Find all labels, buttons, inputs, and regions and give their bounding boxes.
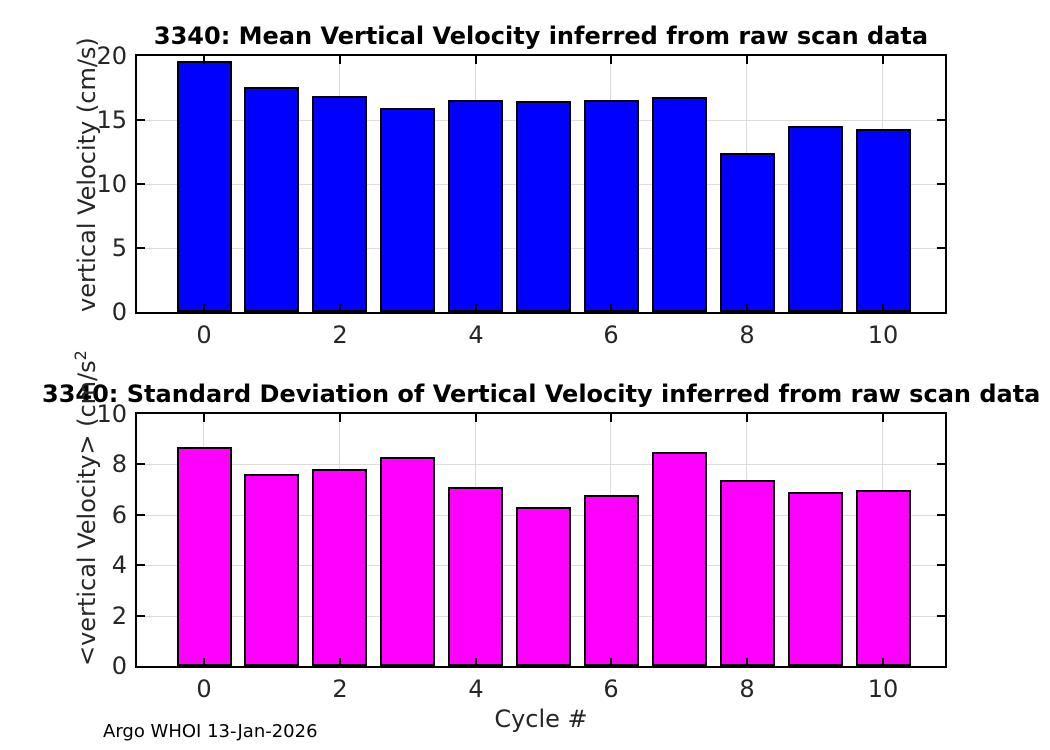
x-tick-mark	[475, 56, 477, 64]
std-vertical-velocity-chart: 3340: Standard Deviation of Vertical Vel…	[42, 350, 1040, 732]
x-tick-label: 2	[332, 321, 348, 349]
y-tick-mark	[937, 615, 945, 617]
x-tick-mark	[610, 56, 612, 64]
x-tick-mark	[339, 658, 341, 666]
x-tick-label: 4	[468, 321, 484, 349]
y-tick-label: 20	[96, 42, 127, 70]
y-tick-label: 6	[111, 501, 127, 529]
x-tick-mark	[746, 56, 748, 64]
x-tick-mark	[882, 304, 884, 312]
bar-cycle-1	[244, 474, 299, 666]
x-tick-mark	[475, 414, 477, 422]
y-tick-mark	[937, 564, 945, 566]
x-tick-mark	[746, 414, 748, 422]
x-tick-label: 6	[603, 321, 619, 349]
bar-cycle-2	[312, 469, 367, 666]
mean-vertical-velocity-chart: 3340: Mean Vertical Velocity inferred fr…	[73, 22, 947, 348]
plot-area	[137, 56, 945, 312]
bar-cycle-2	[312, 96, 367, 312]
bar-cycle-1	[244, 87, 299, 312]
x-tick-mark	[339, 414, 341, 422]
x-tick-label: 4	[468, 675, 484, 703]
x-tick-mark	[610, 304, 612, 312]
y-tick-mark	[137, 514, 145, 516]
x-tick-mark	[203, 414, 205, 422]
y-tick-mark	[937, 183, 945, 185]
x-tick-mark	[882, 414, 884, 422]
gridline-horizontal	[137, 464, 945, 465]
bar-cycle-6	[584, 495, 639, 666]
bar-cycle-6	[584, 100, 639, 312]
bar-cycle-7	[652, 452, 707, 666]
watermark-text: Argo WHOI 13-Jan-2026	[103, 721, 318, 742]
bar-cycle-9	[788, 126, 843, 312]
bar-cycle-3	[380, 457, 435, 666]
y-tick-mark	[137, 183, 145, 185]
plot-area	[137, 414, 945, 666]
x-tick-label: 8	[739, 321, 755, 349]
x-tick-label: 10	[867, 675, 899, 703]
y-tick-label: 4	[111, 551, 127, 579]
x-tick-mark	[203, 56, 205, 64]
y-tick-mark	[937, 463, 945, 465]
bar-cycle-8	[720, 153, 775, 312]
x-tick-mark	[610, 414, 612, 422]
y-tick-mark	[937, 119, 945, 121]
x-tick-mark	[882, 658, 884, 666]
bar-cycle-9	[788, 492, 843, 666]
x-tick-mark	[746, 304, 748, 312]
y-tick-mark	[937, 514, 945, 516]
y-tick-label: 5	[111, 234, 127, 262]
y-tick-label: 8	[111, 450, 127, 478]
bar-cycle-5	[516, 507, 571, 666]
y-tick-label: 2	[111, 602, 127, 630]
x-tick-label: 0	[196, 321, 212, 349]
y-tick-label: 15	[96, 106, 127, 134]
chart-title: 3340: Mean Vertical Velocity inferred fr…	[153, 22, 929, 50]
x-tick-mark	[475, 658, 477, 666]
bar-cycle-4	[448, 100, 503, 312]
bar-cycle-4	[448, 487, 503, 666]
y-tick-mark	[137, 463, 145, 465]
y-tick-label: 0	[111, 298, 127, 326]
y-axis-label-superscript: 2	[71, 350, 90, 361]
bar-cycle-0	[177, 61, 232, 312]
y-tick-mark	[137, 615, 145, 617]
y-tick-mark	[137, 247, 145, 249]
x-tick-mark	[339, 56, 341, 64]
chart-title: 3340: Standard Deviation of Vertical Vel…	[42, 380, 1041, 408]
x-tick-mark	[475, 304, 477, 312]
x-tick-mark	[203, 658, 205, 666]
bar-cycle-3	[380, 108, 435, 312]
y-tick-label: 10	[96, 400, 127, 428]
x-tick-mark	[339, 304, 341, 312]
x-tick-label: 2	[332, 675, 348, 703]
y-tick-mark	[137, 564, 145, 566]
x-tick-mark	[882, 56, 884, 64]
y-tick-mark	[937, 247, 945, 249]
x-tick-mark	[203, 304, 205, 312]
x-tick-label: 10	[867, 321, 899, 349]
x-tick-mark	[746, 658, 748, 666]
y-tick-label: 0	[111, 652, 127, 680]
x-tick-label: 6	[603, 675, 619, 703]
bar-cycle-10	[856, 490, 911, 666]
y-tick-mark	[137, 119, 145, 121]
bar-cycle-0	[177, 447, 232, 666]
x-tick-mark	[610, 658, 612, 666]
x-tick-label: 0	[196, 675, 212, 703]
y-tick-label: 10	[96, 170, 127, 198]
bar-cycle-8	[720, 480, 775, 666]
bar-cycle-7	[652, 97, 707, 312]
x-tick-label: 8	[739, 675, 755, 703]
x-axis-label: Cycle #	[494, 705, 588, 733]
bar-cycle-10	[856, 129, 911, 312]
bar-cycle-5	[516, 101, 571, 312]
